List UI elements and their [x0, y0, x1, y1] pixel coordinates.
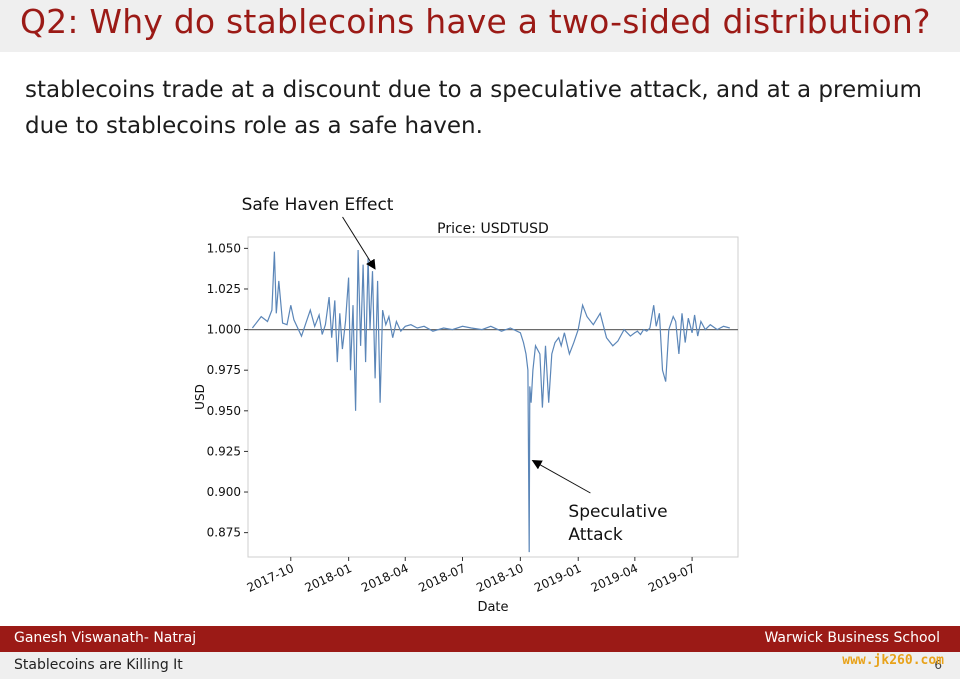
y-tick-label: 0.950: [207, 404, 241, 418]
y-tick-label: 0.900: [207, 485, 241, 499]
y-tick-label: 0.925: [207, 444, 241, 458]
annotations: Safe Haven Effect Speculative Attack: [242, 195, 668, 545]
title-bar: Q2: Why do stablecoins have a two-sided …: [0, 0, 960, 52]
watermark: www.jk260.com: [842, 653, 944, 668]
plot-area: [247, 236, 739, 558]
x-tick-label: 2018-01: [303, 561, 354, 595]
x-tick-label: 2018-04: [359, 561, 410, 595]
y-tick-label: 1.025: [207, 282, 241, 296]
y-tick-label: 0.975: [207, 363, 241, 377]
footer-top-bar: Ganesh Viswanath- Natraj Warwick Busines…: [0, 626, 960, 652]
x-axis: 2017-10 2018-01 2018-04 2018-07 2018-10 2019-…: [245, 557, 697, 595]
price-chart-svg: 1.050 1.025 1.000 0.975 0.950 0.925 0.900 0.875…: [193, 195, 739, 615]
annotation-speculative-attack-arrow: [531, 460, 591, 494]
y-axis-label: USD: [193, 384, 207, 410]
x-tick-label: 2018-10: [474, 561, 525, 595]
y-axis: 1.050 1.025 1.000 0.975 0.950 0.925 0.900 0.875: [207, 241, 248, 540]
footer-institution: Warwick Business School: [764, 630, 940, 646]
x-tick-label: 2018-07: [416, 561, 467, 595]
chart-title: Price: USDTUSD: [437, 221, 549, 237]
footer-bottom-bar: Stablecoins are Killing It 6: [0, 652, 960, 679]
annotation-safe-haven-arrow: [342, 216, 376, 270]
x-tick-label: 2019-07: [646, 561, 697, 595]
x-tick-label: 2019-01: [532, 561, 583, 595]
annotation-speculative-attack-label: Speculative: [568, 502, 667, 522]
y-tick-label: 1.000: [207, 323, 241, 337]
annotation-safe-haven-label: Safe Haven Effect: [242, 195, 394, 215]
x-axis-label: Date: [477, 600, 508, 615]
annotation-speculative-attack-label: Attack: [568, 525, 622, 545]
x-tick-label: 2019-04: [589, 561, 640, 595]
footer-talk-title: Stablecoins are Killing It: [14, 657, 183, 673]
page-number: 6: [934, 658, 942, 672]
y-tick-label: 1.050: [207, 241, 241, 255]
slide-body-text: stablecoins trade at a discount due to a…: [25, 77, 922, 139]
x-tick-label: 2017-10: [245, 561, 296, 595]
footer-author: Ganesh Viswanath- Natraj: [14, 630, 197, 646]
chart: 1.050 1.025 1.000 0.975 0.950 0.925 0.900 0.875…: [180, 185, 780, 625]
slide-title: Q2: Why do stablecoins have a two-sided …: [20, 2, 931, 41]
y-tick-label: 0.875: [207, 526, 241, 540]
series-line-usdtusd: [251, 249, 730, 553]
